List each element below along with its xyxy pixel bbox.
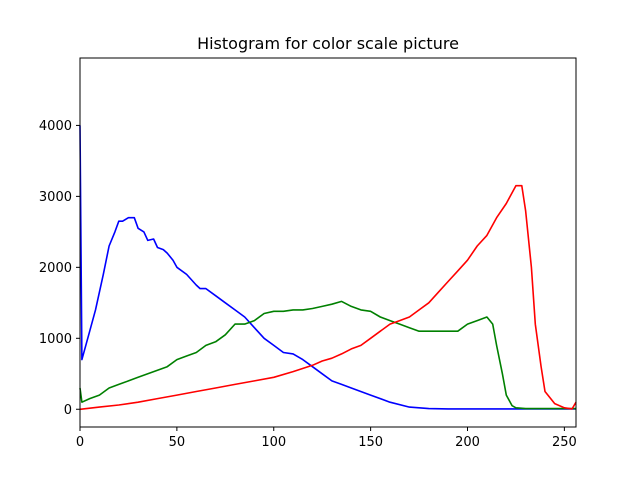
y-tick-label: 2000: [39, 261, 72, 276]
x-tick-label: 50: [169, 435, 186, 450]
series-line-2: [79, 184, 577, 411]
y-tick-label: 3000: [39, 190, 72, 205]
y-tick-label: 0: [64, 403, 72, 418]
x-tick-label: 100: [261, 435, 286, 450]
series-line-1: [79, 300, 576, 410]
y-axis: 0 1000 2000 3000 4000: [39, 119, 80, 418]
chart-title: Histogram for color scale picture: [197, 34, 459, 53]
y-tick-label: 1000: [39, 332, 72, 347]
x-tick-label: 250: [552, 435, 577, 450]
x-tick-label: 0: [76, 435, 84, 450]
x-tick-label: 150: [358, 435, 383, 450]
x-tick-label: 200: [455, 435, 480, 450]
x-axis: 0 50 100 150 200 250: [76, 427, 577, 450]
y-tick-label: 4000: [39, 119, 72, 134]
series-line-0: [79, 125, 576, 410]
plot-area-frame: [79, 57, 577, 428]
series-layer: [79, 125, 577, 411]
